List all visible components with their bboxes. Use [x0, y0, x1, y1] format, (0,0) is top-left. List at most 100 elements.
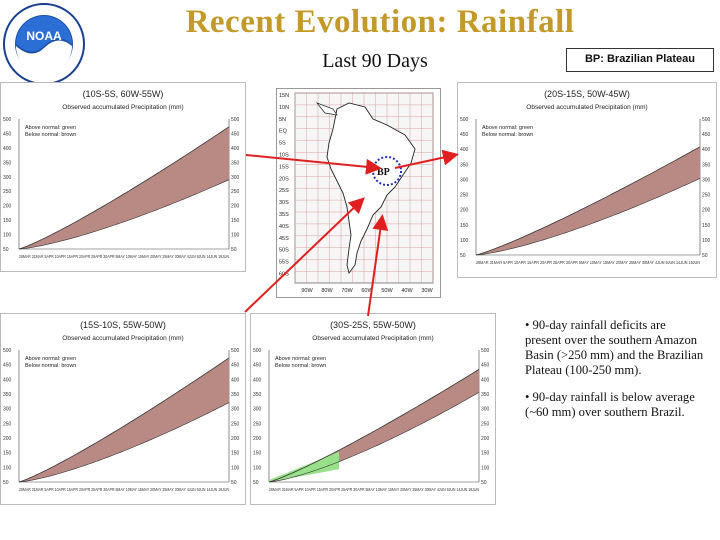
chart-y-tick-right: 200 — [702, 208, 711, 214]
map-lon-label: 50W — [381, 288, 393, 294]
normal-line — [475, 146, 701, 256]
chart-y-tick-right: 400 — [231, 377, 240, 383]
chart-y-tick: 50 — [3, 247, 9, 253]
chart-y-tick: 300 — [3, 175, 12, 181]
chart-y-tick-right: 100 — [481, 465, 490, 471]
chart-y-tick-right: 250 — [231, 189, 240, 195]
chart-legend-below: Below normal: brown — [275, 363, 326, 369]
chart-y-tick: 350 — [3, 392, 12, 398]
chart-region-label: (20S-15S, 50W-45W) — [544, 89, 630, 99]
map-lon-label: 70W — [341, 288, 353, 294]
chart-y-tick: 200 — [3, 436, 12, 442]
chart-y-tick-right: 350 — [481, 392, 490, 398]
map-lat-label: 10S — [279, 153, 289, 159]
chart-y-tick: 500 — [3, 117, 12, 123]
chart-y-tick-right: 150 — [702, 223, 711, 229]
chart-y-tick: 150 — [253, 451, 262, 457]
chart-y-tick: 50 — [3, 480, 9, 486]
chart-y-tick-right: 400 — [231, 146, 240, 152]
chart-y-tick: 500 — [253, 348, 262, 354]
map-lat-label: 5S — [279, 141, 286, 147]
chart-y-tick: 50 — [460, 253, 466, 259]
chart-panel-central-brazil: (15S-10S, 55W-50W) Observed accumulated P… — [0, 313, 246, 505]
chart-y-tick: 400 — [253, 377, 262, 383]
chart-legend-below: Below normal: brown — [482, 132, 533, 138]
chart-legend-above: Above normal: green — [25, 125, 76, 131]
chart-x-axis-labels: 26MAR 31MAR 5APR 10APR 15APR 20APR 25APR… — [269, 487, 479, 492]
map-lon-label: 40W — [401, 288, 413, 294]
chart-subtitle: Observed accumulated Precipitation (mm) — [312, 335, 433, 342]
chart-y-tick-right: 450 — [231, 131, 240, 137]
map-lat-label: 50S — [279, 248, 289, 254]
map-lat-label: 20S — [279, 176, 289, 182]
bullet-item: • 90-day rainfall deficits are present o… — [525, 318, 704, 377]
noaa-logo: NOAA — [3, 3, 85, 85]
chart-y-tick-right: 250 — [231, 421, 240, 427]
chart-y-tick-right: 200 — [231, 436, 240, 442]
chart-y-tick-right: 50 — [231, 480, 237, 486]
chart-y-tick-right: 350 — [231, 392, 240, 398]
chart-y-tick: 400 — [3, 377, 12, 383]
chart-y-tick: 300 — [253, 407, 262, 413]
chart-y-tick-right: 450 — [231, 363, 240, 369]
chart-panel-brazilian-plateau: (20S-15S, 50W-45W) Observed accumulated P… — [457, 82, 717, 278]
chart-region-label: (15S-10S, 55W-50W) — [80, 320, 166, 330]
chart-legend-above: Above normal: green — [275, 356, 326, 362]
deficit-area — [19, 126, 229, 249]
chart-panel-southern-brazil: (30S-25S, 55W-50W) Observed accumulated P… — [250, 313, 496, 505]
chart-y-tick-right: 50 — [481, 480, 487, 486]
chart-y-tick-right: 300 — [702, 177, 711, 183]
chart-x-axis-labels: 26MAR 31MAR 5APR 10APR 15APR 20APR 25APR… — [19, 487, 229, 492]
map-lat-label: 15N — [279, 93, 289, 99]
map-lat-label: 10N — [279, 105, 289, 111]
bp-circle — [372, 156, 402, 186]
chart-y-tick-right: 300 — [231, 407, 240, 413]
bullet-item: • 90-day rainfall is below average (~60 … — [525, 390, 695, 419]
chart-y-tick-right: 250 — [481, 421, 490, 427]
chart-y-tick: 250 — [3, 189, 12, 195]
chart-y-tick: 200 — [3, 204, 12, 210]
chart-y-tick-right: 100 — [231, 233, 240, 239]
chart-y-tick-right: 450 — [481, 363, 490, 369]
chart-subtitle: Observed accumulated Precipitation (mm) — [62, 335, 183, 342]
normal-line — [268, 369, 480, 483]
chart-x-axis-labels: 26MAR 31MAR 5APR 10APR 15APR 20APR 25APR… — [19, 254, 229, 259]
chart-x-axis-labels: 26MAR 31MAR 5APR 10APR 15APR 20APR 25APR… — [476, 260, 700, 265]
chart-y-tick: 150 — [460, 223, 469, 229]
map-lat-label: 15S — [279, 164, 289, 170]
chart-y-tick-right: 200 — [231, 204, 240, 210]
chart-y-tick: 250 — [460, 193, 469, 199]
logo-text: NOAA — [26, 29, 62, 43]
chart-y-tick-right: 250 — [702, 193, 711, 199]
chart-y-tick: 300 — [460, 177, 469, 183]
observed-line — [18, 402, 230, 483]
chart-y-tick-right: 400 — [702, 147, 711, 153]
map-lat-label: EQ — [279, 129, 288, 135]
chart-y-tick: 200 — [253, 436, 262, 442]
map-lat-label: 45S — [279, 236, 289, 242]
map-lat-label: 25S — [279, 188, 289, 194]
chart-y-tick: 450 — [3, 363, 12, 369]
chart-y-tick: 400 — [3, 146, 12, 152]
observed-line — [18, 179, 230, 250]
chart-y-tick: 500 — [460, 117, 469, 123]
arrow-to-plateau — [394, 149, 459, 169]
map-lon-label: 90W — [301, 288, 313, 294]
normal-line — [18, 126, 230, 250]
arrow-to-central — [244, 197, 365, 313]
map-lat-label: 5N — [279, 117, 286, 123]
summary-bullets: • 90-day rainfall deficits are present o… — [525, 318, 705, 432]
chart-panel-southern-amazon: (10S-5S, 60W-55W) Observed accumulated Pr… — [0, 82, 246, 272]
chart-legend-below: Below normal: brown — [25, 132, 76, 138]
chart-y-tick: 350 — [253, 392, 262, 398]
arrow-to-south — [367, 214, 389, 317]
chart-y-tick-right: 400 — [481, 377, 490, 383]
map-lat-label: 40S — [279, 224, 289, 230]
chart-y-tick: 450 — [460, 132, 469, 138]
chart-y-tick-right: 350 — [231, 160, 240, 166]
chart-region-label: (10S-5S, 60W-55W) — [83, 89, 164, 99]
chart-y-tick-right: 500 — [481, 348, 490, 354]
chart-subtitle: Observed accumulated Precipitation (mm) — [62, 104, 183, 111]
chart-y-tick-right: 100 — [702, 238, 711, 244]
map-lon-label: 80W — [321, 288, 333, 294]
